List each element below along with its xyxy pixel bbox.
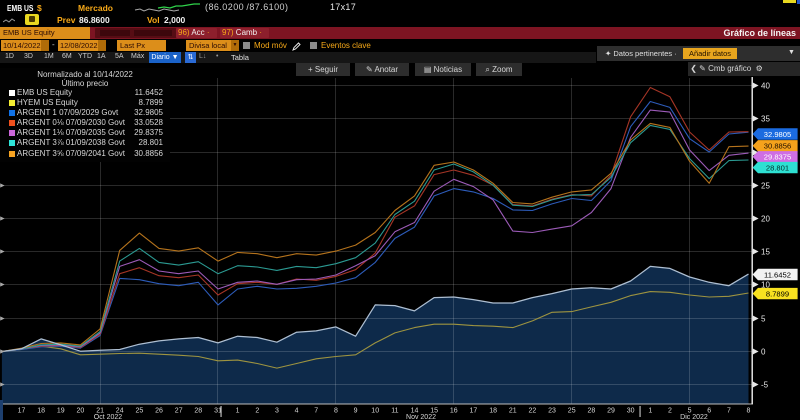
svg-text:9: 9: [354, 408, 358, 415]
svg-text:6: 6: [707, 408, 711, 415]
svg-text:22: 22: [529, 408, 537, 415]
svg-text:28.801: 28.801: [766, 163, 789, 172]
svg-text:20: 20: [761, 215, 770, 224]
svg-text:16: 16: [450, 408, 458, 415]
svg-text:Dic 2022: Dic 2022: [680, 414, 708, 420]
svg-text:40: 40: [761, 82, 770, 91]
svg-text:1: 1: [236, 408, 240, 415]
svg-text:8.7899: 8.7899: [766, 289, 789, 298]
svg-text:25: 25: [568, 408, 576, 415]
svg-text:1: 1: [648, 408, 652, 415]
svg-text:8: 8: [747, 408, 751, 415]
svg-text:25: 25: [761, 182, 770, 191]
svg-text:31: 31: [214, 408, 222, 415]
svg-text:14: 14: [411, 408, 419, 415]
svg-text:10: 10: [761, 281, 770, 290]
svg-text:8: 8: [334, 408, 338, 415]
svg-text:17: 17: [470, 408, 478, 415]
svg-text:10: 10: [371, 408, 379, 415]
svg-text:Nov 2022: Nov 2022: [406, 414, 436, 420]
svg-text:26: 26: [155, 408, 163, 415]
svg-text:18: 18: [37, 408, 45, 415]
svg-text:30: 30: [627, 408, 635, 415]
svg-text:Oct 2022: Oct 2022: [94, 414, 123, 420]
svg-text:2: 2: [668, 408, 672, 415]
svg-text:-5: -5: [761, 381, 769, 390]
svg-text:28: 28: [194, 408, 202, 415]
svg-text:21: 21: [96, 408, 104, 415]
svg-text:23: 23: [548, 408, 556, 415]
svg-text:27: 27: [175, 408, 183, 415]
svg-text:15: 15: [761, 248, 770, 257]
svg-text:11.6452: 11.6452: [764, 270, 791, 279]
svg-text:20: 20: [77, 408, 85, 415]
svg-text:5: 5: [688, 408, 692, 415]
svg-text:25: 25: [136, 408, 144, 415]
svg-text:0: 0: [761, 348, 766, 357]
svg-text:15: 15: [430, 408, 438, 415]
svg-text:29.8375: 29.8375: [764, 153, 791, 162]
svg-text:24: 24: [116, 408, 124, 415]
svg-text:17: 17: [18, 408, 26, 415]
svg-text:5: 5: [761, 315, 766, 324]
svg-text:3: 3: [275, 408, 279, 415]
svg-text:2: 2: [255, 408, 259, 415]
svg-text:18: 18: [489, 408, 497, 415]
svg-text:30.8856: 30.8856: [764, 142, 791, 151]
svg-text:21: 21: [509, 408, 517, 415]
svg-text:28: 28: [588, 408, 596, 415]
svg-text:29: 29: [607, 408, 615, 415]
svg-text:32.9805: 32.9805: [764, 130, 791, 139]
svg-text:7: 7: [314, 408, 318, 415]
svg-text:7: 7: [727, 408, 731, 415]
svg-text:4: 4: [295, 408, 299, 415]
svg-text:19: 19: [57, 408, 65, 415]
svg-text:35: 35: [761, 115, 770, 124]
svg-text:11: 11: [391, 408, 398, 415]
